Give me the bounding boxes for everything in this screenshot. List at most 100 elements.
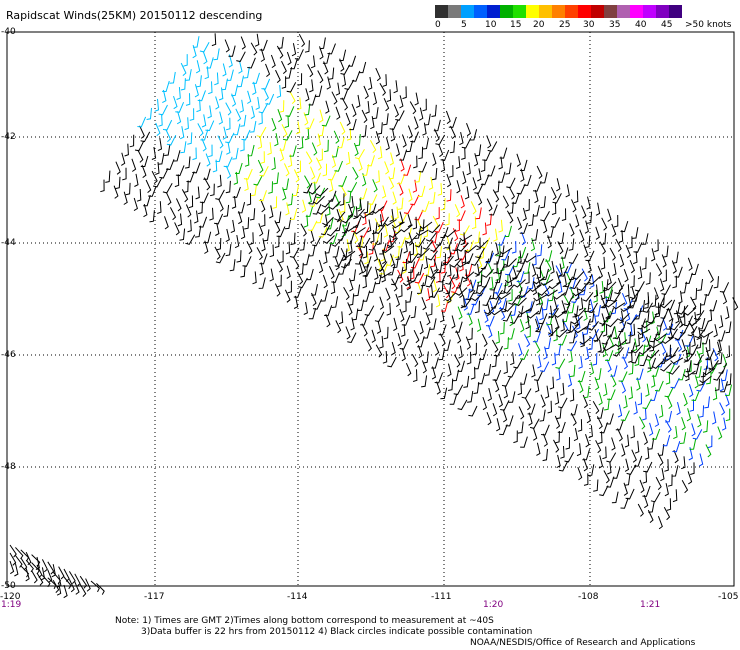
- wind-barb: [113, 185, 119, 199]
- wind-barb: [541, 424, 550, 436]
- wind-barb: [436, 234, 445, 246]
- wind-barb: [225, 228, 230, 243]
- wind-barb: [660, 352, 668, 364]
- wind-barb: [553, 328, 558, 342]
- wind-barb: [140, 131, 151, 143]
- wind-barb: [540, 394, 546, 408]
- wind-barb: [379, 243, 387, 255]
- wind-barb: [610, 292, 621, 303]
- wind-barb: [319, 37, 326, 50]
- wind-barb: [614, 284, 625, 295]
- wind-barb: [462, 271, 475, 280]
- wind-barb: [216, 237, 222, 251]
- wind-barb: [143, 194, 151, 207]
- wind-barb: [612, 262, 617, 277]
- wind-barb: [550, 217, 561, 228]
- wind-barb: [289, 247, 300, 258]
- wind-barb: [607, 461, 612, 475]
- wind-barb: [238, 210, 243, 225]
- wind-barb: [499, 247, 513, 255]
- wind-barb: [467, 312, 473, 326]
- wind-barb: [454, 204, 461, 218]
- wind-barb: [400, 224, 413, 233]
- legend-label: 45: [661, 20, 673, 30]
- wind-barb: [629, 260, 636, 274]
- wind-barb: [440, 149, 450, 161]
- wind-barb: [682, 370, 696, 378]
- wind-barb: [597, 265, 604, 279]
- wind-barb: [716, 341, 721, 356]
- wind-barb: [430, 242, 442, 253]
- wind-barb: [139, 125, 145, 139]
- wind-barb: [455, 330, 462, 344]
- wind-barb: [457, 242, 469, 252]
- wind-barb: [642, 407, 647, 421]
- wind-barb: [323, 251, 328, 265]
- wind-barb: [502, 409, 508, 423]
- wind-barb: [471, 294, 481, 306]
- wind-barb: [346, 232, 355, 244]
- wind-barb: [157, 138, 163, 152]
- wind-barb: [649, 422, 654, 436]
- wind-barb: [644, 296, 649, 309]
- wind-barb: [397, 197, 404, 210]
- wind-barb: [376, 261, 388, 272]
- wind-barb: [466, 351, 472, 365]
- wind-barb: [403, 240, 408, 254]
- wind-barb: [298, 33, 306, 48]
- wind-barb: [440, 198, 446, 211]
- wind-barb: [619, 310, 624, 324]
- wind-barb: [412, 216, 418, 230]
- wind-barb: [418, 185, 426, 197]
- wind-barb: [599, 315, 611, 326]
- wind-barb: [529, 284, 542, 293]
- wind-barb: [159, 167, 169, 179]
- wind-barb: [595, 440, 602, 454]
- note-line-2: 3)Data buffer is 22 hrs from 20150112 4)…: [141, 627, 533, 637]
- wind-barb: [482, 222, 487, 236]
- wind-barb: [660, 362, 672, 372]
- wind-barb: [263, 229, 270, 242]
- wind-barb: [434, 372, 444, 384]
- wind-barb: [352, 308, 359, 321]
- wind-barb: [353, 216, 362, 228]
- wind-barb: [498, 156, 503, 170]
- wind-barb: [713, 324, 718, 338]
- wind-barb: [240, 114, 247, 127]
- wind-barb: [499, 424, 508, 436]
- wind-barb: [231, 195, 237, 209]
- wind-barb: [398, 284, 403, 298]
- wind-barb: [602, 279, 609, 292]
- wind-barb: [482, 396, 487, 411]
- wind-barb: [696, 327, 701, 341]
- wind-barb: [679, 323, 690, 334]
- wind-barb: [561, 300, 566, 314]
- wind-barb: [438, 143, 444, 157]
- wind-barb: [180, 78, 186, 91]
- wind-barb: [35, 556, 40, 571]
- wind-barb: [166, 134, 177, 146]
- wind-barb: [653, 333, 667, 342]
- wind-barb: [510, 304, 517, 316]
- wind-barb: [340, 64, 351, 75]
- wind-barb: [414, 170, 422, 183]
- wind-barb: [341, 214, 354, 224]
- wind-barb: [247, 144, 255, 157]
- wind-barb: [620, 410, 630, 422]
- wind-barb: [207, 105, 212, 119]
- wind-barb: [307, 190, 312, 204]
- wind-barb: [410, 194, 420, 206]
- wind-barb: [334, 160, 343, 172]
- wind-barb: [513, 430, 518, 444]
- legend-swatch: [669, 5, 682, 18]
- wind-barb: [274, 235, 280, 248]
- wind-barb: [583, 322, 590, 335]
- wind-barb: [425, 232, 437, 242]
- wind-barb: [258, 277, 266, 289]
- wind-barb: [290, 58, 298, 70]
- wind-barb: [440, 227, 449, 239]
- wind-barb: [688, 317, 701, 327]
- wind-barb: [681, 417, 686, 431]
- wind-barb: [540, 210, 550, 222]
- wind-barb: [666, 395, 673, 409]
